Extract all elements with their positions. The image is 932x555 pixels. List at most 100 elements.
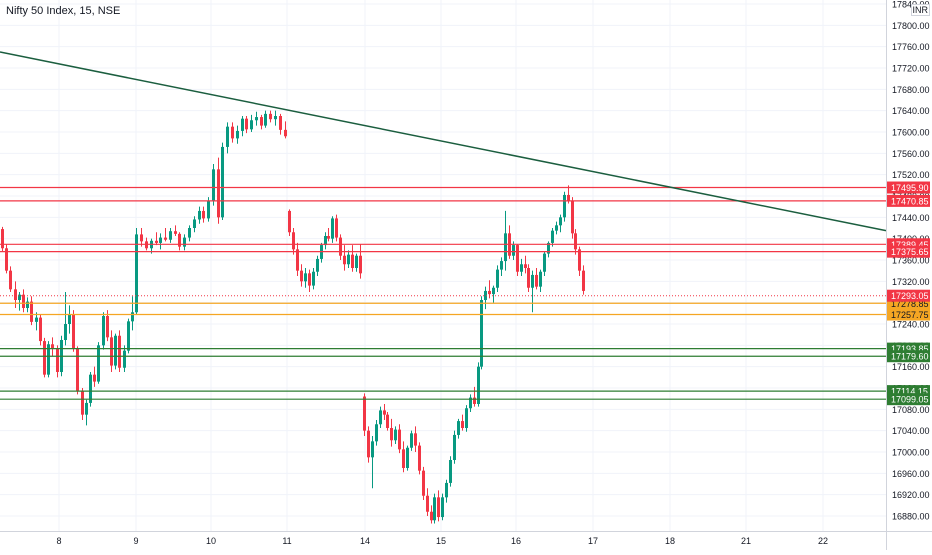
candle-body [402,449,405,468]
candle-body [414,433,417,446]
candle-body [81,390,84,415]
candle-body [426,495,429,512]
candle-body [250,120,253,130]
candle-body [379,410,382,425]
candle-body [351,254,354,268]
candle-body [359,255,362,274]
candle-body [465,408,468,428]
level-price-tag-bg [887,308,930,321]
candle-body [255,117,258,121]
candle-body [343,255,346,265]
candle-body [578,249,581,271]
candle-body [484,290,487,300]
x-tick-label: 9 [133,536,138,546]
candle-body [571,201,574,234]
candle-body [114,335,117,366]
y-tick-label: 17320.00 [892,277,930,287]
candle-body [43,341,46,375]
last-price-tag: 17293.05 [891,291,929,301]
level-price-tag-bg [887,181,930,194]
candle-body [135,234,138,313]
level-price-tag: 17278.85 [891,299,929,309]
candle-body [72,314,75,349]
candle-body [140,234,143,242]
candle-body [188,228,191,238]
candle-body [26,301,29,308]
candle-body [85,402,88,415]
candle-body [102,316,105,346]
candle-body [477,366,480,404]
candle-body [543,253,546,272]
y-tick-label: 17720.00 [892,64,930,74]
y-tick-label: 17040.00 [892,426,930,436]
candle-body [398,429,401,450]
y-tick-label: 16960.00 [892,469,930,479]
candle-body [123,350,126,368]
time-axis-bg [0,531,932,550]
candle-body [155,240,158,243]
candle-body [383,410,386,415]
candle-body [441,497,444,518]
y-tick-label: 17360.00 [892,256,930,266]
candle-body [555,225,558,231]
candle-body [547,242,550,254]
candle-body [217,169,220,218]
candle-body [221,146,224,218]
y-tick-label: 17160.00 [892,362,930,372]
candle-body [480,300,483,367]
candle-body [582,270,585,291]
candle-body [284,129,287,137]
level-price-tag: 17114.15 [891,387,928,397]
candle-body [363,396,366,431]
candle-body [183,237,186,247]
candle-body [437,497,440,518]
candle-body [212,169,215,202]
level-price-tag-bg [887,245,930,258]
candle-body [500,261,503,270]
candle-body [236,130,239,139]
candle-body [30,301,33,322]
candle-body [524,264,527,268]
level-price-tag: 17470.85 [891,196,929,206]
candle-body [296,249,299,271]
candle-body [422,470,425,496]
level-price-tag: 17179.60 [891,352,929,362]
level-price-tag: 17099.05 [891,395,929,405]
candle-body [131,312,134,322]
candle-body [106,316,109,338]
candle-body [406,447,409,468]
candle-body [520,264,523,272]
y-tick-label: 17560.00 [892,149,930,159]
candle-body [473,397,476,404]
candle-body [390,428,393,441]
candle-body [174,231,177,234]
currency-label[interactable]: INR [910,4,930,16]
candle-body [449,460,452,483]
candle-body [193,219,196,228]
candle-body [118,335,121,368]
candle-body [300,270,303,282]
candle-body [245,118,248,130]
candle-body [292,232,295,250]
candle-body [331,218,334,239]
candle-body [198,210,201,220]
candle-body [453,434,456,460]
candle-body [461,421,464,428]
level-price-tag-bg [887,350,930,363]
candle-body [516,245,519,272]
candle-body [231,126,234,139]
y-tick-label: 16920.00 [892,490,930,500]
y-tick-label: 17640.00 [892,106,930,116]
candle-body [274,116,277,120]
candle-body [22,294,25,308]
y-tick-label: 17760.00 [892,42,930,52]
candle-body [260,117,263,126]
level-price-tag-bg [887,194,930,207]
candle-body [64,324,67,340]
candle-body [347,254,350,265]
candle-body [324,236,327,246]
candle-body [202,210,205,219]
candle-body [9,270,12,290]
